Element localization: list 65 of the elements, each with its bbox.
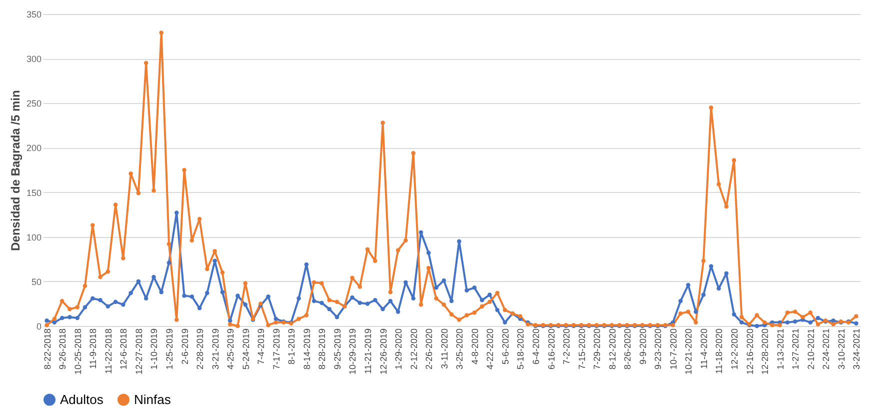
x-tick-label: 5-6-2020: [500, 328, 510, 365]
x-tick-label: 2-28-2019: [195, 328, 206, 370]
y-tick-label: 0: [36, 322, 42, 332]
x-tick-label: 2-12-2020: [408, 328, 419, 370]
y-tick-label: 250: [26, 98, 42, 109]
y-tick-label: 350: [26, 10, 42, 20]
x-tick-label: 5-18-2020: [516, 328, 526, 370]
x-tick-label: 8-28-2019: [317, 328, 328, 370]
x-tick-label: 12-26-2019: [378, 328, 388, 375]
x-tick-label: 2-6-2019: [180, 328, 190, 365]
x-tick-label: 7-2-2020: [562, 328, 572, 365]
x-tick-label: 8-12-2020: [607, 328, 618, 370]
x-tick-label: 3-11-2020: [439, 328, 450, 369]
y-tick-label: 200: [26, 143, 42, 154]
x-tick-label: 1-25-2019: [164, 328, 174, 370]
x-tick-label: 4-8-2020: [470, 328, 480, 365]
x-tick-label: 2-26-2020: [424, 328, 434, 370]
x-tick-label: 3-25-2020: [454, 328, 465, 370]
x-tick-label: 8-14-2019: [302, 328, 312, 370]
x-tick-label: 9-23-2020: [653, 328, 664, 370]
x-tick-label: 10-21-2020: [684, 328, 694, 375]
x-tick-label: 7-29-2020: [592, 328, 602, 370]
x-tick-label: 5-24-2019: [240, 328, 251, 370]
y-tick-label: 50: [31, 276, 42, 287]
x-tick-label: 1-29-2020: [394, 328, 404, 370]
x-tick-label: 4-22-2020: [485, 328, 496, 370]
x-tick-label: 12-16-2020: [744, 328, 755, 375]
x-tick-label: 10-25-2018: [72, 328, 83, 375]
x-tick-label: 11-22-2018: [103, 328, 114, 374]
x-tick-label: 4-25-2019: [226, 328, 236, 370]
x-tick-label: 8-22-2018: [42, 328, 52, 370]
x-tick-label: 12-27-2018: [134, 328, 144, 375]
x-tick-label: 12-2-2020: [730, 328, 740, 370]
x-tick-label: 2-10-2021: [806, 328, 816, 370]
x-tick-label: 3-24-2021: [852, 328, 862, 370]
x-tick-label: 1-27-2021: [790, 328, 801, 370]
x-tick-label: 2-24-2021: [821, 328, 832, 370]
x-tick-label: 11-9-2018: [88, 328, 98, 369]
legend-label: Ninfas: [134, 392, 172, 407]
x-tick-label: 9-25-2019: [332, 328, 342, 370]
x-tick-label: 7-17-2019: [271, 328, 282, 370]
x-tick-label: 11-4-2020: [698, 328, 709, 369]
y-tick-label: 300: [26, 54, 42, 64]
x-tick-label: 3-10-2021: [836, 328, 846, 370]
x-tick-label: 12-6-2018: [118, 328, 129, 370]
x-tick-label: 6-4-2020: [530, 328, 541, 365]
x-tick-label: 8-1-2019: [286, 328, 297, 365]
legend-label: Adultos: [60, 392, 104, 407]
x-tick-label: 12-28-2020: [760, 328, 770, 375]
x-tick-label: 6-16-2020: [546, 328, 556, 370]
x-tick-label: 10-29-2019: [348, 328, 358, 375]
y-axis-title: Densidad de Bagrada /5 min: [8, 90, 22, 251]
x-tick-label: 11-18-2020: [714, 328, 724, 374]
x-tick-label: 9-26-2018: [58, 328, 68, 370]
y-tick-label: 100: [26, 232, 42, 242]
x-tick-label: 9-9-2020: [638, 328, 648, 365]
x-tick-label: 7-4-2019: [256, 328, 266, 365]
x-tick-label: 8-26-2020: [622, 328, 633, 370]
x-tick-label: 11-21-2019: [363, 328, 374, 374]
x-tick-label: 1-10-2019: [149, 328, 160, 370]
x-tick-label: 10-7-2020: [668, 328, 678, 370]
x-tick-label: 1-13-2021: [775, 328, 786, 370]
y-tick-label: 150: [26, 188, 42, 198]
x-tick-label: 3-21-2019: [210, 328, 220, 370]
x-tick-label: 7-15-2020: [576, 328, 587, 370]
